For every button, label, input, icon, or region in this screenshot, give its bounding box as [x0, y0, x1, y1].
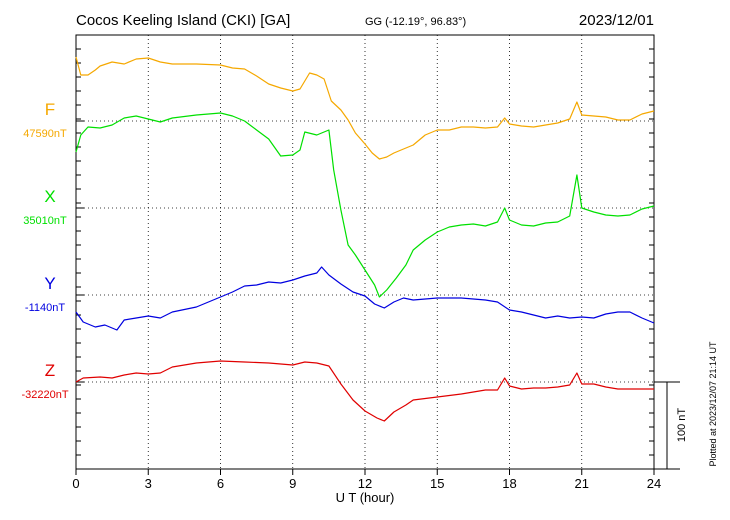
- series-label-z: Z: [45, 361, 55, 380]
- series-baseline-x: 35010nT: [23, 215, 67, 227]
- x-tick-label: 3: [145, 476, 152, 491]
- x-tick-label: 18: [502, 476, 516, 491]
- x-tick-label: 9: [289, 476, 296, 491]
- x-tick-label: 6: [217, 476, 224, 491]
- chart-title: Cocos Keeling Island (CKI) [GA]: [76, 12, 290, 29]
- x-tick-label: 21: [575, 476, 589, 491]
- x-tick-label: 15: [430, 476, 444, 491]
- series-label-x: X: [44, 187, 55, 206]
- series-baseline-y: -1140nT: [25, 302, 65, 314]
- plot-area: 0 3 6 9 12 15 18 21 24 F 47590nT X 35010nT Y -1140nT Z -…: [21, 34, 680, 491]
- series-line-y: [75, 266, 655, 331]
- series-line-z: [75, 360, 654, 422]
- x-tick-label: 24: [647, 476, 661, 491]
- plotted-timestamp: Plotted at 2023/12/07 21:14 UT: [708, 341, 718, 467]
- x-axis-title: U T (hour): [336, 490, 395, 505]
- series-baseline-f: 47590nT: [23, 128, 67, 140]
- series-line-x: [75, 112, 655, 298]
- x-tick-label: 12: [358, 476, 372, 491]
- series-label-y: Y: [44, 274, 55, 293]
- scale-bar-label: 100 nT: [676, 408, 688, 443]
- x-tick-label: 0: [72, 476, 79, 491]
- series-baseline-z: -32220nT: [21, 389, 68, 401]
- chart-date: 2023/12/01: [579, 12, 654, 29]
- chart-coordinates: GG (-12.19°, 96.83°): [365, 16, 466, 28]
- series-label-f: F: [45, 100, 55, 119]
- series-line-f: [75, 56, 655, 160]
